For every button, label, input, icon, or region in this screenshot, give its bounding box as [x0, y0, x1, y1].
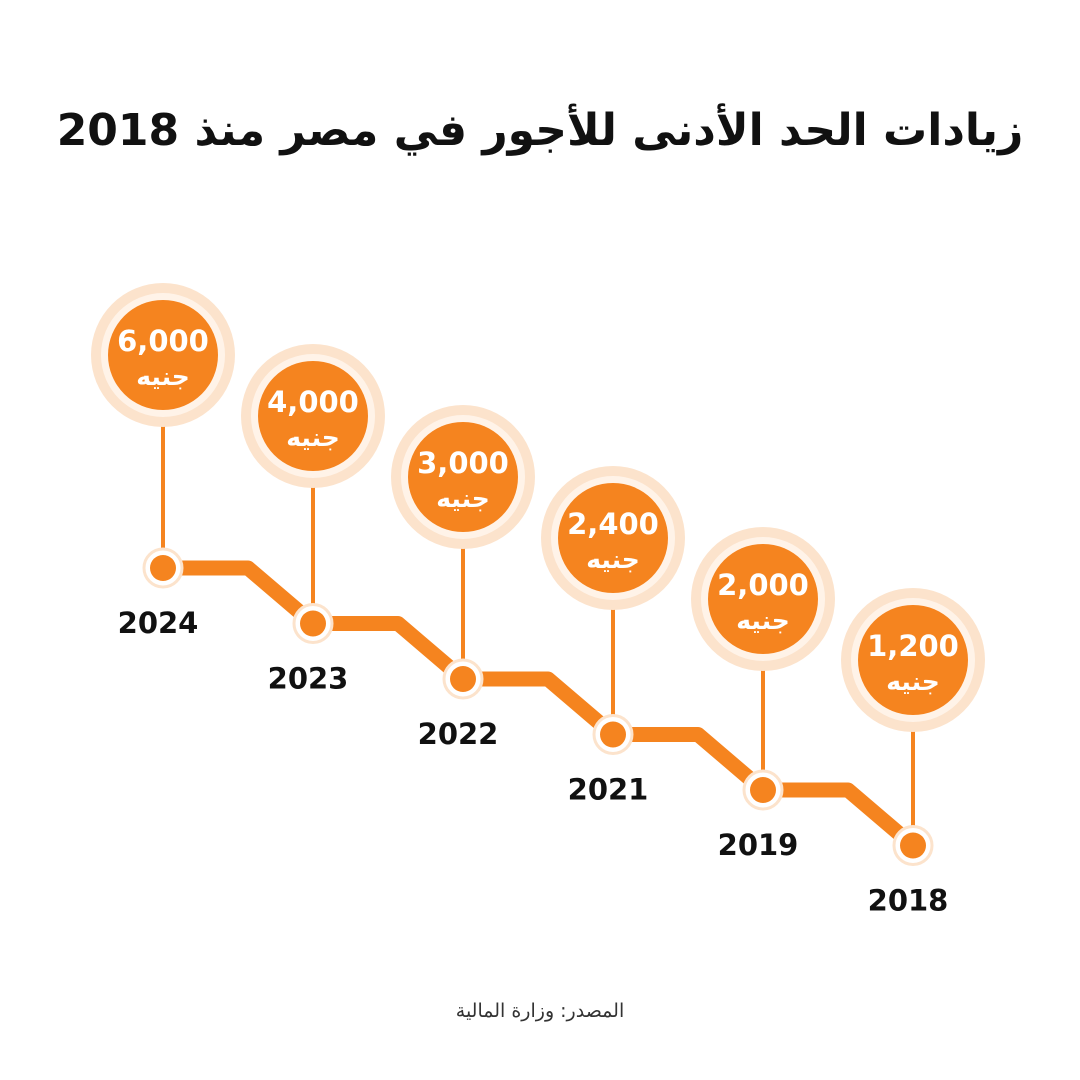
node-outline-2018	[892, 825, 934, 866]
year-label-2022: 2022	[418, 717, 499, 751]
bubble-2018	[858, 605, 968, 715]
bubble-2022	[408, 422, 518, 532]
node-outline-2019	[742, 769, 784, 811]
year-label-2021: 2021	[568, 773, 649, 807]
unit-label-2024: جنيه	[136, 362, 190, 391]
value-label-2022: 3,000	[417, 446, 509, 480]
source-note: المصدر: وزارة المالية	[455, 1000, 625, 1022]
node-outline-2024	[142, 547, 184, 589]
data-point-2023: 4,000 جنيه 2023	[241, 344, 385, 696]
unit-label-2022: جنيه	[436, 484, 490, 513]
value-label-2019: 2,000	[717, 568, 809, 602]
node-2023	[300, 610, 326, 637]
year-label-2023: 2023	[268, 662, 349, 696]
value-label-2021: 2,400	[567, 507, 659, 541]
unit-label-2021: جنيه	[586, 545, 640, 574]
bubble-2024	[108, 300, 218, 410]
value-label-2018: 1,200	[867, 629, 959, 663]
node-outline-2023	[292, 603, 334, 644]
unit-label-2018: جنيه	[886, 667, 940, 696]
data-point-2021: 2,400 جنيه 2021	[541, 466, 685, 807]
node-2021	[600, 721, 626, 748]
node-2019	[750, 777, 776, 803]
data-point-2018: 1,200 جنيه 2018	[841, 588, 985, 918]
node-2022	[450, 666, 476, 692]
unit-label-2023: جنيه	[286, 423, 340, 452]
data-point-2022: 3,000 جنيه 2022	[391, 405, 535, 751]
node-2024	[150, 555, 176, 581]
node-outline-2022	[442, 658, 484, 700]
value-label-2024: 6,000	[117, 324, 209, 358]
bubble-2019	[708, 544, 818, 654]
year-label-2024: 2024	[118, 606, 199, 640]
data-point-2024: 6,000 جنيه 2024	[91, 283, 235, 640]
unit-label-2019: جنيه	[736, 606, 790, 635]
node-outline-2021	[592, 714, 634, 755]
bubble-2023	[258, 361, 368, 471]
node-2018	[900, 832, 926, 859]
staircase-line	[155, 560, 921, 853]
year-label-2019: 2019	[718, 828, 799, 862]
year-label-2018: 2018	[868, 884, 949, 918]
value-label-2023: 4,000	[267, 385, 359, 419]
bubble-2021	[558, 483, 668, 593]
page-title: زيادات الحد الأدنى للأجور في مصر منذ 201…	[56, 105, 1024, 156]
data-point-2019: 2,000 جنيه 2019	[691, 527, 835, 862]
